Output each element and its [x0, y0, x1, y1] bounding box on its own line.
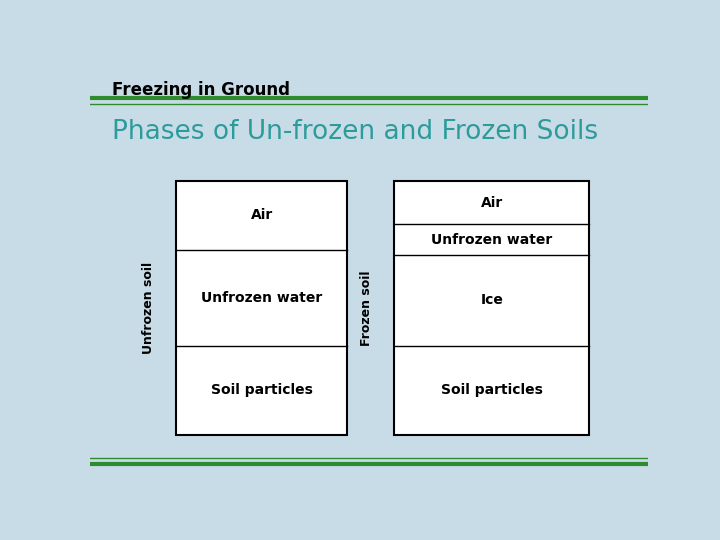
Text: Air: Air: [251, 208, 273, 222]
Text: Freezing in Ground: Freezing in Ground: [112, 80, 290, 99]
Bar: [176, 181, 347, 435]
Text: Unfrozen soil: Unfrozen soil: [142, 262, 155, 354]
Text: Unfrozen water: Unfrozen water: [431, 233, 552, 247]
Bar: [394, 181, 590, 435]
Text: Ice: Ice: [480, 293, 503, 307]
Text: Phases of Un-frozen and Frozen Soils: Phases of Un-frozen and Frozen Soils: [112, 119, 598, 145]
Text: Soil particles: Soil particles: [211, 383, 312, 397]
Text: Frozen soil: Frozen soil: [360, 271, 373, 346]
Text: Air: Air: [481, 196, 503, 210]
Text: Soil particles: Soil particles: [441, 383, 543, 397]
Text: Unfrozen water: Unfrozen water: [201, 291, 323, 305]
